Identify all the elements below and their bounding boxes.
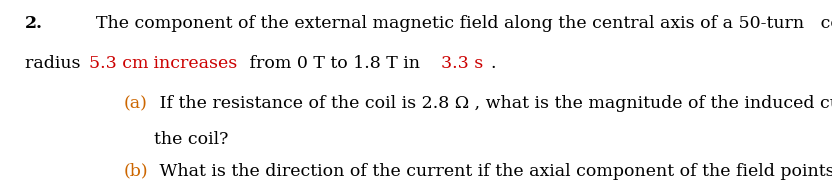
Text: from 0 T to 1.8 T in: from 0 T to 1.8 T in [244,55,425,72]
Text: .: . [490,55,496,72]
Text: What is the direction of the current if the axial component of the field points : What is the direction of the current if … [154,163,832,180]
Text: 3.3 s: 3.3 s [441,55,483,72]
Text: the coil?: the coil? [154,131,228,148]
Text: (a): (a) [123,95,147,112]
Text: The component of the external magnetic field along the central axis of a 50-turn: The component of the external magnetic f… [96,15,832,32]
Text: radius: radius [25,55,86,72]
Text: (b): (b) [123,163,148,180]
Text: increases: increases [148,55,237,72]
Text: 5.3 cm: 5.3 cm [89,55,149,72]
Text: 2.: 2. [25,15,43,32]
Text: If the resistance of the coil is 2.8 Ω , what is the magnitude of the induced cu: If the resistance of the coil is 2.8 Ω ,… [154,95,832,112]
